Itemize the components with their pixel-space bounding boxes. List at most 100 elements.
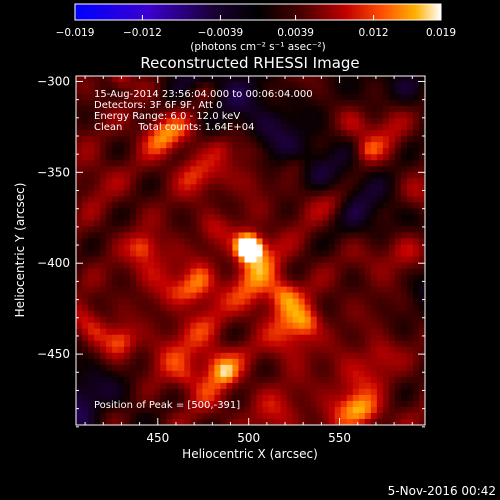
heatmap-cell — [220, 268, 228, 276]
heatmap-cell — [394, 274, 402, 282]
heatmap-cell — [232, 208, 240, 215]
heatmap-cell — [118, 298, 125, 306]
heatmap-cell — [190, 346, 197, 354]
heatmap-cell — [262, 226, 270, 234]
heatmap-cell — [142, 412, 149, 420]
heatmap-cell — [274, 130, 282, 137]
heatmap-cell — [370, 346, 378, 354]
heatmap-cell — [118, 304, 125, 312]
heatmap-cell — [256, 148, 264, 155]
heatmap-cell — [394, 238, 402, 246]
heatmap-cell — [298, 256, 306, 264]
heatmap-cell — [268, 328, 276, 336]
heatmap-cell — [262, 148, 270, 155]
heatmap-cell — [406, 418, 414, 425]
heatmap-cell — [166, 250, 173, 258]
heatmap-cell — [256, 232, 264, 240]
heatmap-cell — [82, 238, 89, 246]
heatmap-cell — [106, 184, 113, 191]
heatmap-cell — [130, 250, 137, 258]
heatmap-cell — [250, 196, 258, 203]
heatmap-cell — [196, 88, 203, 95]
heatmap-cell — [202, 208, 209, 215]
heatmap-cell — [76, 202, 83, 209]
heatmap-cell — [358, 202, 366, 209]
heatmap-cell — [394, 346, 402, 354]
heatmap-cell — [244, 256, 252, 264]
heatmap-cell — [358, 376, 366, 384]
heatmap-cell — [154, 238, 161, 246]
heatmap-cell — [400, 286, 408, 294]
heatmap-cell — [250, 202, 258, 209]
heatmap-cell — [292, 316, 300, 324]
heatmap-cell — [358, 328, 366, 336]
heatmap-cell — [286, 178, 294, 185]
heatmap-cell — [208, 322, 215, 330]
heatmap-cell — [322, 244, 330, 252]
heatmap-cell — [202, 148, 209, 155]
heatmap-cell — [190, 148, 197, 155]
heatmap-cell — [352, 274, 360, 282]
heatmap-cell — [418, 388, 425, 396]
heatmap-cell — [238, 238, 246, 246]
heatmap-cell — [394, 316, 402, 324]
heatmap-cell — [394, 88, 402, 95]
heatmap-cell — [160, 268, 167, 276]
heatmap-cell — [202, 370, 209, 378]
heatmap-cell — [388, 358, 396, 366]
heatmap-cell — [304, 298, 312, 306]
heatmap-cell — [358, 286, 366, 294]
heatmap-cell — [88, 190, 95, 197]
heatmap-cell — [262, 364, 270, 372]
heatmap-cell — [118, 394, 125, 402]
heatmap-cell — [280, 310, 288, 318]
heatmap-cell — [82, 370, 89, 378]
heatmap-cell — [190, 208, 197, 215]
heatmap-cell — [268, 118, 276, 125]
heatmap-cell — [124, 412, 131, 420]
heatmap-cell — [268, 94, 276, 101]
heatmap-cell — [244, 358, 252, 366]
heatmap-cell — [304, 178, 312, 185]
heatmap-cell — [124, 202, 131, 209]
heatmap-cell — [202, 310, 209, 318]
heatmap-cell — [130, 292, 137, 300]
heatmap-cell — [328, 280, 336, 288]
heatmap-cell — [76, 112, 83, 119]
heatmap-cell — [214, 166, 222, 173]
heatmap-cell — [130, 328, 137, 336]
heatmap-cell — [232, 82, 240, 89]
heatmap-cell — [232, 298, 240, 306]
heatmap-cell — [382, 118, 390, 125]
heatmap-cell — [166, 154, 173, 161]
heatmap-cell — [286, 388, 294, 396]
heatmap-cell — [328, 286, 336, 294]
heatmap-cell — [340, 256, 348, 264]
heatmap-cell — [148, 412, 155, 420]
heatmap-cell — [100, 232, 107, 240]
heatmap-cell — [166, 196, 173, 203]
heatmap-cell — [118, 244, 125, 252]
heatmap-cell — [280, 76, 288, 83]
heatmap-cell — [274, 328, 282, 336]
heatmap-cell — [136, 208, 143, 215]
heatmap-cell — [346, 214, 354, 222]
heatmap-cell — [412, 226, 420, 234]
heatmap-cell — [112, 154, 119, 161]
heatmap-cell — [238, 76, 246, 83]
heatmap-cell — [280, 142, 288, 149]
heatmap-cell — [94, 202, 101, 209]
heatmap-cell — [184, 220, 191, 228]
heatmap-cell — [112, 346, 119, 354]
heatmap-cell — [202, 394, 209, 402]
heatmap-cell — [292, 154, 300, 161]
heatmap-cell — [238, 256, 246, 264]
heatmap-cell — [358, 208, 366, 215]
heatmap-cell — [298, 184, 306, 191]
heatmap-cell — [112, 340, 119, 348]
heatmap-cell — [142, 190, 149, 197]
heatmap-cell — [238, 364, 246, 372]
heatmap-cell — [334, 166, 342, 173]
heatmap-cell — [364, 286, 372, 294]
heatmap-cell — [388, 142, 396, 149]
